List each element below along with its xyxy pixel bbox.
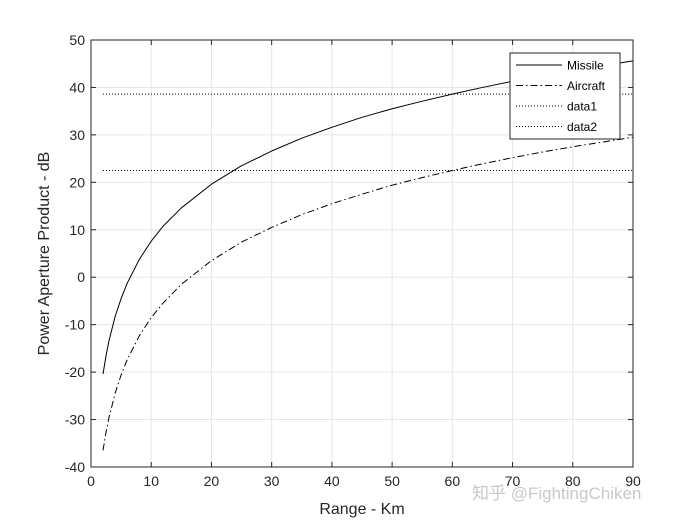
watermark: 知乎 @FightingChiken bbox=[472, 484, 641, 503]
y-tick-label: -40 bbox=[65, 459, 85, 475]
y-tick-label: 50 bbox=[69, 32, 85, 48]
y-tick-label: 20 bbox=[69, 174, 85, 190]
x-tick-label: 20 bbox=[204, 473, 220, 489]
x-tick-label: 10 bbox=[143, 473, 159, 489]
x-tick-label: 30 bbox=[264, 473, 280, 489]
x-tick-label: 90 bbox=[625, 473, 641, 489]
x-tick-label: 80 bbox=[565, 473, 581, 489]
y-axis-title: Power Aperture Product - dB bbox=[36, 152, 53, 356]
y-tick-label: -30 bbox=[65, 412, 85, 428]
x-tick-label: 60 bbox=[445, 473, 461, 489]
y-tick-label: 0 bbox=[77, 269, 85, 285]
x-tick-label: 50 bbox=[384, 473, 400, 489]
x-tick-label: 70 bbox=[505, 473, 521, 489]
x-tick-label: 40 bbox=[324, 473, 340, 489]
y-tick-label: 40 bbox=[69, 79, 85, 95]
y-tick-label: -20 bbox=[65, 364, 85, 380]
legend-label: data2 bbox=[567, 120, 597, 134]
x-axis-title: Range - Km bbox=[319, 501, 404, 518]
y-tick-label: 10 bbox=[69, 222, 85, 238]
legend-label: data1 bbox=[567, 100, 597, 114]
legend-box bbox=[509, 52, 621, 140]
axes-box bbox=[90, 39, 634, 468]
series-line-aircraft bbox=[102, 136, 634, 451]
legend-label: Aircraft bbox=[567, 79, 606, 93]
y-tick-label: 30 bbox=[69, 127, 85, 143]
legend: Missile Aircraft data1 data2 bbox=[509, 52, 621, 140]
grid bbox=[90, 39, 634, 468]
legend-label: Missile bbox=[567, 59, 604, 73]
x-tick-label: 0 bbox=[87, 473, 95, 489]
y-tick-label: -10 bbox=[65, 317, 85, 333]
ticks: 0 10 20 30 40 50 60 70 80 90 -40 -30 -20 -10 0 10 20 30 40… bbox=[65, 32, 641, 489]
